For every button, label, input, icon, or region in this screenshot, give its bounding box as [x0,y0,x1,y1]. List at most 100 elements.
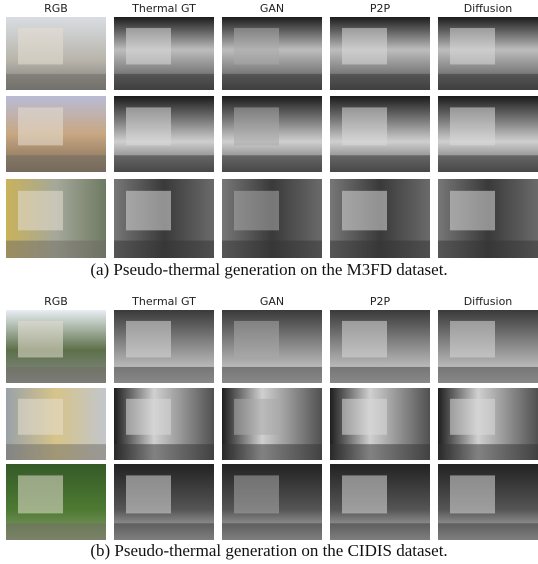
image-tile [330,17,430,90]
image-tile [114,388,214,460]
structure [342,191,387,231]
column-header: Thermal GT [131,2,196,15]
ground [222,155,322,172]
structure [234,321,279,358]
structure [342,107,387,145]
ground [114,241,214,258]
structure [18,321,63,358]
structure [126,191,171,231]
ground [222,444,322,460]
ground [6,444,106,460]
ground [330,367,430,383]
ground [6,241,106,258]
figure: RGBThermal GTGANP2PDiffusion(a) Pseudo-t… [0,0,538,564]
structure [342,399,387,435]
column-header: Diffusion [464,295,513,308]
structure [126,28,171,64]
structure [342,475,387,513]
image-tile [6,17,106,90]
image-tile [438,464,538,540]
image-tile [222,464,322,540]
ground [6,523,106,540]
structure [450,191,495,231]
ground [222,523,322,540]
image-tile [438,179,538,258]
caption: (b) Pseudo-thermal generation on the CID… [90,541,447,560]
ground [438,241,538,258]
image-tile [222,388,322,460]
image-tile [6,464,106,540]
structure [18,475,63,513]
image-tile [330,96,430,172]
image-tile [438,310,538,383]
structure [450,107,495,145]
ground [438,155,538,172]
ground [438,74,538,90]
ground [438,523,538,540]
column-header: P2P [370,295,391,308]
ground [114,367,214,383]
ground [330,241,430,258]
ground [114,523,214,540]
column-header: GAN [260,2,284,15]
ground [330,74,430,90]
ground [222,367,322,383]
ground [114,155,214,172]
image-tile [114,310,214,383]
image-tile [438,96,538,172]
column-header: Thermal GT [131,295,196,308]
structure [342,28,387,64]
ground [6,74,106,90]
structure [450,28,495,64]
structure [126,475,171,513]
image-tile [438,17,538,90]
image-tile [330,310,430,383]
structure [18,28,63,64]
image-tile [438,388,538,460]
ground [438,367,538,383]
structure [18,191,63,231]
image-tile [6,388,106,460]
structure [126,321,171,358]
image-tile [6,310,106,383]
column-header: P2P [370,2,391,15]
image-tile [114,96,214,172]
image-tile [222,310,322,383]
structure [234,399,279,435]
structure [450,475,495,513]
image-tile [114,179,214,258]
ground [222,241,322,258]
image-tile [330,388,430,460]
image-tile [222,17,322,90]
structure [18,107,63,145]
ground [6,367,106,383]
structure [234,191,279,231]
ground [114,444,214,460]
structure [234,28,279,64]
ground [330,444,430,460]
column-header: Diffusion [464,2,513,15]
structure [450,321,495,358]
image-tile [6,179,106,258]
image-tile [330,179,430,258]
ground [222,74,322,90]
ground [330,155,430,172]
ground [6,155,106,172]
column-header: GAN [260,295,284,308]
image-tile [114,17,214,90]
image-tile [114,464,214,540]
structure [234,475,279,513]
image-tile [330,464,430,540]
ground [438,444,538,460]
structure [342,321,387,358]
column-header: RGB [44,2,68,15]
image-tile [222,96,322,172]
ground [330,523,430,540]
structure [18,399,63,435]
column-header: RGB [44,295,68,308]
image-tile [222,179,322,258]
structure [126,399,171,435]
structure [450,399,495,435]
ground [114,74,214,90]
image-tile [6,96,106,172]
